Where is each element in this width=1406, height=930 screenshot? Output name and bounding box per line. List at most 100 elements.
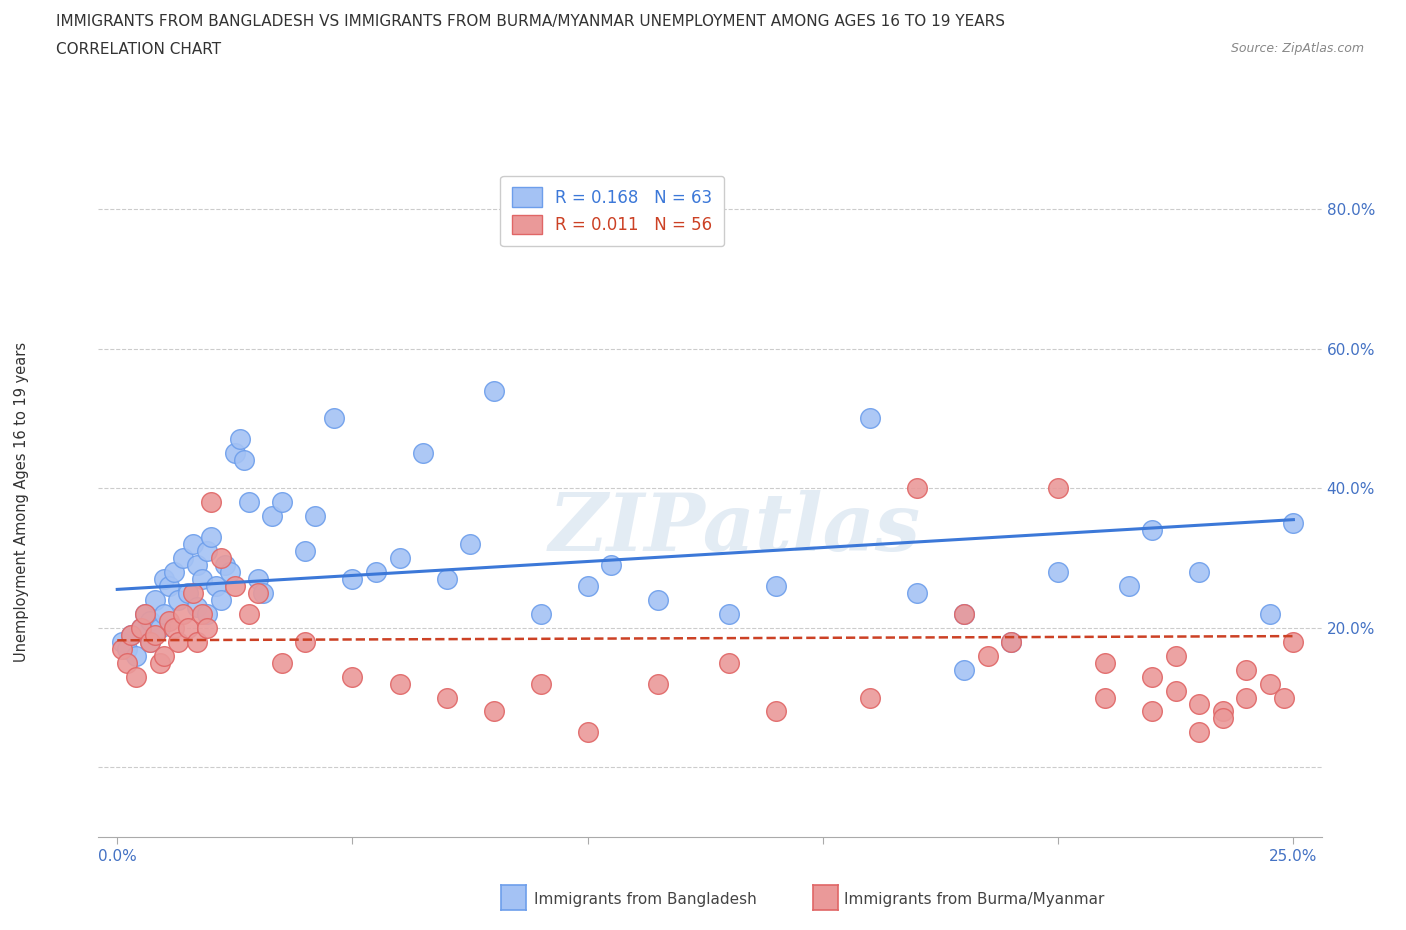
Point xyxy=(294,634,316,649)
Point xyxy=(436,571,458,587)
Point xyxy=(388,551,411,565)
Point xyxy=(905,481,928,496)
Point xyxy=(1094,690,1116,705)
Point xyxy=(342,571,364,587)
Point xyxy=(1164,648,1187,663)
Point xyxy=(149,655,172,670)
Point xyxy=(1142,523,1164,538)
Point xyxy=(482,704,505,719)
Point xyxy=(111,634,134,649)
Point xyxy=(1258,676,1281,691)
Point xyxy=(294,543,316,558)
Point xyxy=(233,453,256,468)
Point xyxy=(177,620,200,635)
Point xyxy=(125,670,148,684)
Point xyxy=(765,578,787,593)
Text: Unemployment Among Ages 16 to 19 years: Unemployment Among Ages 16 to 19 years xyxy=(14,342,28,662)
Point xyxy=(1000,634,1022,649)
Point xyxy=(209,592,232,607)
Point xyxy=(1282,634,1305,649)
Point xyxy=(172,551,194,565)
Point xyxy=(1212,711,1234,725)
Point xyxy=(134,606,156,621)
Point xyxy=(186,634,208,649)
Point xyxy=(139,634,162,649)
Point xyxy=(247,571,270,587)
Point xyxy=(270,495,294,510)
Point xyxy=(195,543,218,558)
Point xyxy=(576,578,599,593)
Point xyxy=(191,571,214,587)
Point xyxy=(200,495,222,510)
Legend: R = 0.168   N = 63, R = 0.011   N = 56: R = 0.168 N = 63, R = 0.011 N = 56 xyxy=(501,176,724,246)
Point xyxy=(859,690,882,705)
Point xyxy=(765,704,787,719)
Point xyxy=(167,592,190,607)
Point xyxy=(252,586,274,601)
Point xyxy=(458,537,481,551)
Point xyxy=(120,627,142,642)
Text: CORRELATION CHART: CORRELATION CHART xyxy=(56,42,221,57)
Point xyxy=(163,620,186,635)
Point xyxy=(238,495,260,510)
Point xyxy=(205,578,228,593)
Point xyxy=(859,411,882,426)
Point xyxy=(115,642,138,657)
Point xyxy=(149,620,172,635)
Point xyxy=(228,432,250,447)
Point xyxy=(1282,515,1305,530)
Point xyxy=(224,445,246,460)
Point xyxy=(143,592,166,607)
Point xyxy=(1212,704,1234,719)
Point xyxy=(195,620,218,635)
Point xyxy=(247,586,270,601)
Point xyxy=(576,725,599,740)
Point xyxy=(530,606,553,621)
Point xyxy=(186,600,208,615)
Point xyxy=(647,676,669,691)
Point xyxy=(1142,704,1164,719)
Point xyxy=(976,648,998,663)
Point xyxy=(153,606,176,621)
Point xyxy=(953,606,976,621)
Point xyxy=(304,509,326,524)
Point xyxy=(181,586,204,601)
Text: IMMIGRANTS FROM BANGLADESH VS IMMIGRANTS FROM BURMA/MYANMAR UNEMPLOYMENT AMONG A: IMMIGRANTS FROM BANGLADESH VS IMMIGRANTS… xyxy=(56,14,1005,29)
Point xyxy=(482,383,505,398)
Point xyxy=(1000,634,1022,649)
Point xyxy=(129,620,152,635)
Text: Immigrants from Bangladesh: Immigrants from Bangladesh xyxy=(534,892,756,907)
Point xyxy=(177,586,200,601)
Point xyxy=(163,565,186,579)
Point xyxy=(717,655,740,670)
Point xyxy=(717,606,740,621)
Point xyxy=(195,606,218,621)
Point xyxy=(1188,725,1211,740)
Point xyxy=(1094,655,1116,670)
Point xyxy=(1234,662,1257,677)
Point xyxy=(139,634,162,649)
Point xyxy=(1047,565,1070,579)
Point xyxy=(953,606,976,621)
Point xyxy=(270,655,294,670)
Point xyxy=(436,690,458,705)
Point xyxy=(1118,578,1140,593)
Point xyxy=(191,606,214,621)
Point xyxy=(1188,565,1211,579)
Point xyxy=(224,578,246,593)
Point xyxy=(186,558,208,573)
Point xyxy=(200,530,222,545)
Point xyxy=(905,586,928,601)
Point xyxy=(120,627,142,642)
Point xyxy=(111,642,134,657)
Point xyxy=(647,592,669,607)
Point xyxy=(600,558,623,573)
Point xyxy=(1234,690,1257,705)
Point xyxy=(157,614,180,629)
Point xyxy=(134,606,156,621)
Text: ZIPatlas: ZIPatlas xyxy=(548,490,921,567)
Point xyxy=(157,578,180,593)
Point xyxy=(181,537,204,551)
Point xyxy=(262,509,284,524)
Point xyxy=(129,620,152,635)
